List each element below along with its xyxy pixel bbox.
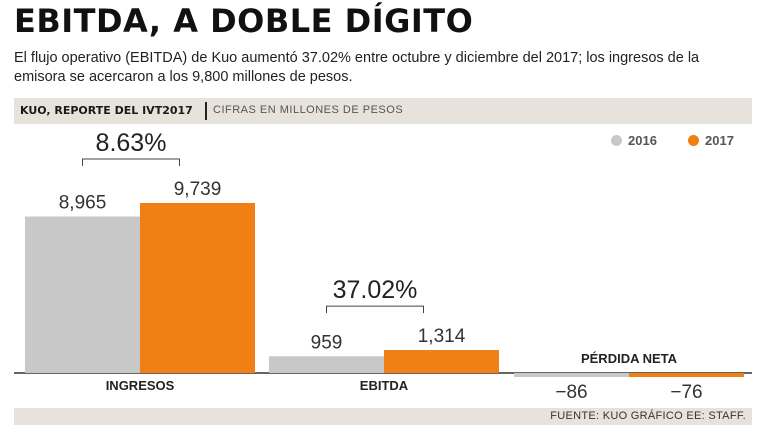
units-note: CIFRAS EN MILLONES DE PESOS <box>213 104 404 116</box>
data-label-2017-0: 9,739 <box>174 179 222 200</box>
change-bracket-0 <box>82 158 180 166</box>
bar-2016-ebitda <box>269 356 384 373</box>
source-note: FUENTE: KUO GRÁFICO EE: STAFF. <box>550 410 746 422</box>
data-label-2017-2: −76 <box>670 382 702 403</box>
bar-2017-ebitda <box>384 350 499 373</box>
band-divider <box>205 102 207 120</box>
bar-2017-prdidaneta <box>629 373 744 377</box>
data-label-2016-2: −86 <box>555 382 587 403</box>
footer-band: FUENTE: KUO GRÁFICO EE: STAFF. <box>14 408 752 425</box>
legend-item-2017: 2017 <box>688 133 734 148</box>
legend-swatch-2016 <box>611 135 622 146</box>
change-bracket-1 <box>326 305 424 314</box>
legend-label-2017: 2017 <box>705 133 734 148</box>
category-label-2: PÉRDIDA NETA <box>581 351 678 366</box>
bar-2017-ingresos <box>140 203 255 373</box>
legend-swatch-2017 <box>688 135 699 146</box>
category-label-1: EBITDA <box>360 378 409 393</box>
data-label-2017-1: 1,314 <box>418 326 466 347</box>
legend-item-2016: 2016 <box>611 133 657 148</box>
change-annotation-1: 37.02% <box>333 276 418 304</box>
bar-2016-prdidaneta <box>514 373 629 377</box>
legend-label-2016: 2016 <box>628 133 657 148</box>
chart-subtitle: El flujo operativo (EBITDA) de Kuo aumen… <box>14 50 700 85</box>
report-title: KUO, REPORTE DEL IVT2017 <box>20 104 193 117</box>
category-label-0: INGRESOS <box>106 378 175 393</box>
data-label-2016-0: 8,965 <box>59 193 107 214</box>
chart-header-band: KUO, REPORTE DEL IVT2017 CIFRAS EN MILLO… <box>14 98 752 124</box>
chart-title: EBITDA, A DOBLE DÍGITO <box>14 2 474 40</box>
data-label-2016-1: 959 <box>311 332 343 353</box>
change-annotation-0: 8.63% <box>96 129 167 157</box>
bar-2016-ingresos <box>25 216 140 373</box>
